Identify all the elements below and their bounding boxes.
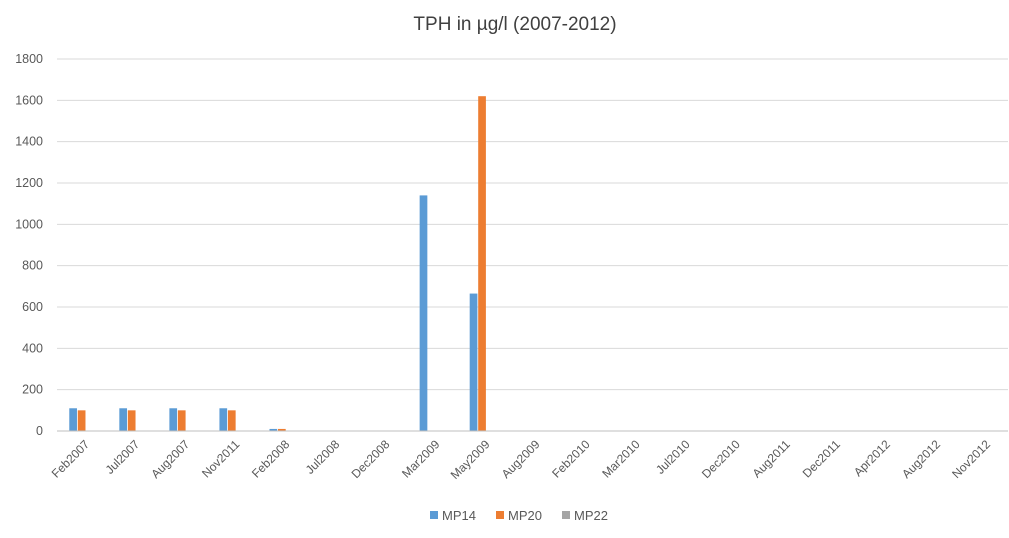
y-tick-label: 1200 (15, 176, 43, 190)
y-tick-label: 1000 (15, 217, 43, 231)
x-tick-label: Dec2010 (699, 437, 743, 481)
x-tick-label: Feb2007 (49, 437, 93, 481)
x-tick-label: Aug2012 (899, 437, 943, 481)
bar-mp14-aug2007 (169, 408, 178, 431)
bar-mp14-mar2009 (419, 195, 428, 431)
legend-swatch-mp22 (562, 511, 570, 519)
bar-mp20-nov2011 (227, 410, 236, 431)
chart-title: TPH in µg/l (2007-2012) (413, 14, 616, 35)
y-tick-label: 1600 (15, 93, 43, 107)
x-tick-label: Aug2011 (750, 437, 793, 480)
y-axis: 0 200 400 600 800 1000 1200 1400 1600 1800 (15, 52, 43, 438)
x-tick-label: May2009 (448, 437, 493, 482)
x-tick-label: Aug2009 (499, 437, 543, 481)
x-tick-label: Aug2007 (148, 437, 192, 481)
legend-swatch-mp20 (496, 511, 504, 519)
x-tick-label: Dec2011 (800, 437, 843, 480)
legend-label-mp22: MP22 (574, 508, 608, 523)
bar-mp20-aug2007 (177, 410, 186, 431)
y-tick-label: 1800 (15, 52, 43, 66)
x-tick-label: Dec2008 (349, 437, 393, 481)
y-tick-label: 400 (22, 341, 43, 355)
x-tick-label: Mar2010 (599, 437, 643, 481)
bar-mp20-feb2007 (77, 410, 86, 431)
x-tick-label: Feb2008 (249, 437, 293, 481)
bar-mp14-may2009 (469, 293, 478, 431)
y-tick-label: 1400 (15, 135, 43, 149)
y-tick-label: 200 (22, 383, 43, 397)
legend-label-mp20: MP20 (508, 508, 542, 523)
y-tick-label: 600 (22, 300, 43, 314)
x-tick-label: Feb2010 (549, 437, 593, 481)
x-axis: Feb2007 Jul2007 Aug2007 Nov2011 Feb2008 Jul20… (49, 430, 1008, 482)
bar-mp14-feb2008 (269, 428, 278, 431)
bars (69, 96, 486, 431)
legend: MP14 MP20 MP22 (430, 508, 608, 523)
legend-swatch-mp14 (430, 511, 438, 519)
bar-mp20-may2009 (478, 96, 486, 431)
x-tick-label: Nov2011 (199, 437, 242, 480)
y-tick-label: 0 (36, 424, 43, 438)
y-tick-label: 800 (22, 259, 43, 273)
gridlines (57, 58, 1008, 432)
x-tick-label: Jul2008 (303, 437, 343, 477)
bar-mp14-feb2007 (69, 408, 77, 431)
x-tick-label: Jul2007 (103, 437, 143, 477)
bar-mp14-nov2011 (219, 408, 228, 431)
legend-label-mp14: MP14 (442, 508, 476, 523)
x-tick-label: Apr2012 (851, 437, 893, 479)
x-tick-label: Jul2010 (653, 437, 693, 477)
x-tick-label: Mar2009 (399, 437, 443, 481)
bar-mp20-jul2007 (127, 410, 136, 431)
bar-mp14-jul2007 (119, 408, 128, 431)
bar-mp20-feb2008 (277, 428, 286, 431)
x-tick-label: Nov2012 (949, 437, 993, 481)
